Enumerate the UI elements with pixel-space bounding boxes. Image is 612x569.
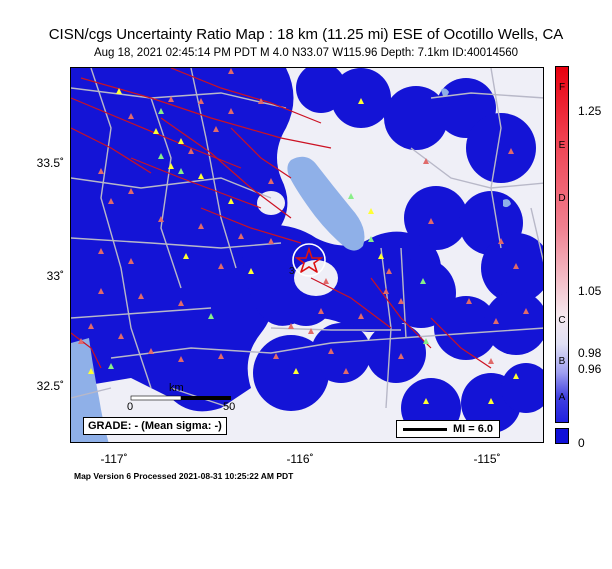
epicenter-label: 3 bbox=[289, 266, 295, 277]
lat-label-33: 33˚ bbox=[46, 269, 64, 283]
map-title: CISN/cgs Uncertainty Ratio Map : 18 km (… bbox=[48, 26, 564, 43]
station-coverage-circles bbox=[253, 68, 543, 438]
lake bbox=[441, 88, 449, 97]
epicenter-star bbox=[292, 243, 326, 277]
distance-scale: km 0 50 bbox=[83, 382, 236, 434]
map-canvas: 3 bbox=[71, 68, 543, 442]
colorbar-letter-c: C bbox=[558, 315, 566, 326]
lon-label-116: -116˚ bbox=[286, 452, 314, 466]
event-info: Aug 18, 2021 02:45:14 PM PDT M 4.0 N33.0… bbox=[93, 47, 519, 59]
colorbar-letter-d: D bbox=[558, 193, 566, 204]
lon-label-117: -117˚ bbox=[100, 452, 128, 466]
lat-label-32-5: 32.5˚ bbox=[36, 379, 64, 393]
uncertainty-coverage-west bbox=[71, 68, 294, 412]
mi-text: MI = 6.0 bbox=[453, 423, 494, 435]
scale-unit: km bbox=[169, 382, 184, 394]
colorbar bbox=[555, 66, 569, 423]
seismic-stations bbox=[78, 68, 529, 404]
colorbar-letter-b: B bbox=[558, 356, 566, 367]
colorbar-value-0-98: 0.98 bbox=[578, 346, 602, 360]
map-version-footer: Map Version 6 Processed 2021-08-31 10:25… bbox=[74, 471, 294, 481]
colorbar-zero-swatch bbox=[555, 428, 569, 444]
mi-legend: MI = 6.0 bbox=[396, 420, 501, 438]
colorbar-value-1-05: 1.05 bbox=[578, 284, 602, 298]
scale-tick-0: 0 bbox=[127, 401, 134, 413]
colorbar-letter-a: A bbox=[558, 392, 566, 403]
colorbar-letter-f: F bbox=[558, 82, 566, 93]
mi-line-symbol bbox=[403, 427, 447, 431]
colorbar-value-1-25: 1.25 bbox=[578, 104, 602, 118]
scale-tick-50: 50 bbox=[223, 401, 236, 413]
lon-label-115: -115˚ bbox=[473, 452, 501, 466]
uncertainty-map[interactable]: 3 km 0 50 GRADE: - (Mean sigma: -) MI = … bbox=[70, 67, 544, 443]
fault-lines bbox=[71, 68, 492, 369]
colorbar-letter-e: E bbox=[558, 140, 566, 151]
lake bbox=[503, 199, 511, 208]
lat-label-33-5: 33.5˚ bbox=[36, 156, 64, 170]
epicenter-gap bbox=[294, 260, 338, 296]
colorbar-value-0-96: 0.96 bbox=[578, 362, 602, 376]
pacific-ocean bbox=[71, 338, 109, 442]
salton-sea bbox=[287, 156, 365, 251]
road-network bbox=[71, 68, 543, 409]
colorbar-value-0: 0 bbox=[578, 436, 585, 450]
grade-label: GRADE: - (Mean sigma: -) bbox=[83, 417, 227, 435]
